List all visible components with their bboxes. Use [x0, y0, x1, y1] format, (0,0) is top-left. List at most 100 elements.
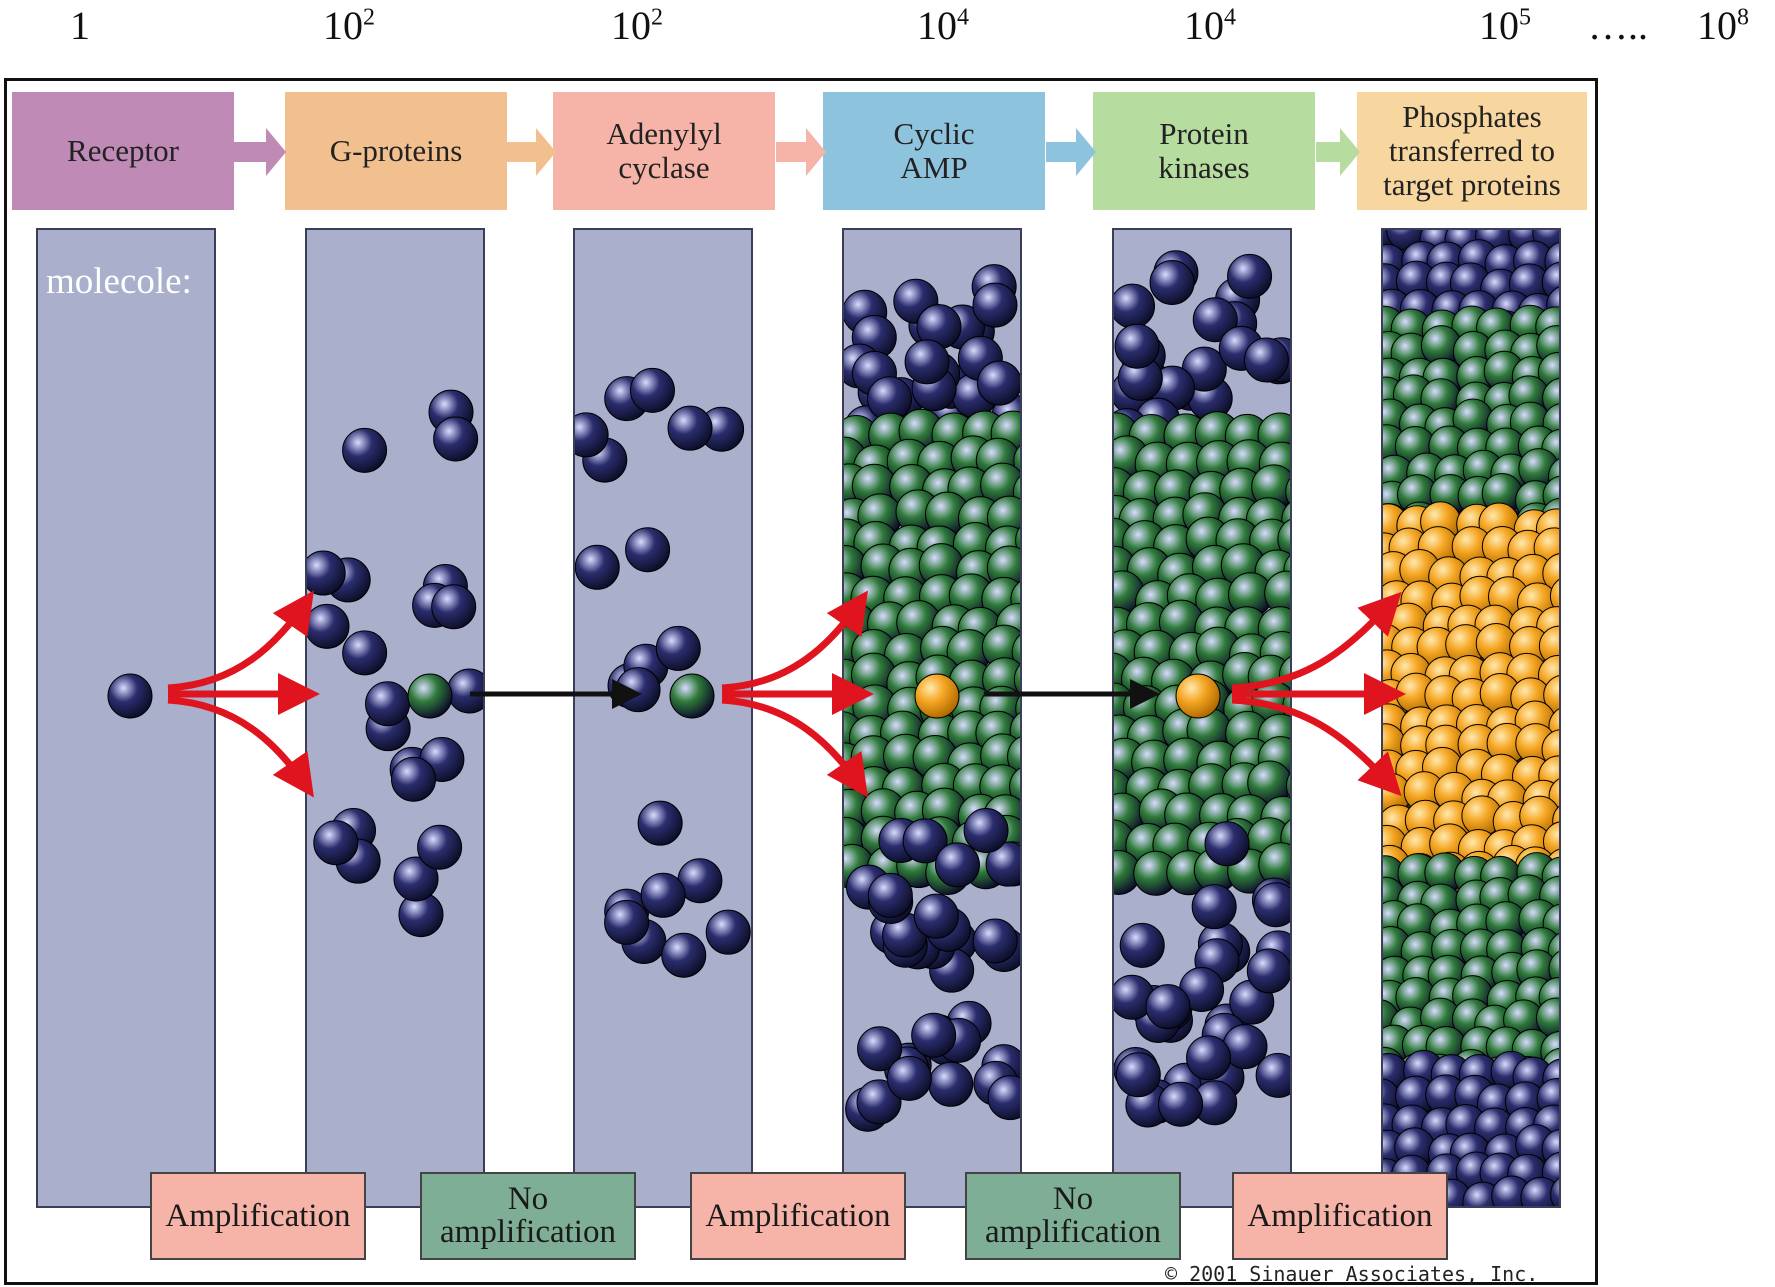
count-g-proteins: 102 [323, 3, 375, 48]
stage-header-protein-kinases: Protein kinases [1093, 92, 1315, 210]
stage-header-receptor: Receptor [12, 92, 234, 210]
active-cyclic-amp [914, 673, 960, 719]
protein-kinase-inactive [1145, 984, 1191, 1030]
protein-kinase-inactive [1227, 253, 1273, 299]
protein-kinase-molecule [1285, 772, 1290, 799]
protein-kinase-inactive [1192, 297, 1238, 343]
cyclic-amp-inactive [976, 360, 1020, 406]
target-protein-unphosphorylated [1520, 1176, 1559, 1206]
g-protein-molecule [433, 416, 479, 462]
column-receptor [36, 228, 216, 1208]
adenylyl-cyclase-molecule [625, 527, 671, 573]
active-protein-kinase [1175, 673, 1221, 719]
count-phosphates-high: 108 [1697, 3, 1749, 48]
count-cyclic-amp: 104 [917, 3, 969, 48]
g-protein-molecule [417, 824, 463, 870]
amplification-arrow-1-down [167, 696, 314, 798]
header-connector-arrow [506, 128, 556, 176]
cyclic-amp-inactive [867, 872, 913, 918]
adenylyl-cyclase-molecule [655, 625, 701, 671]
adenylyl-cyclase-molecule [640, 872, 686, 918]
protein-kinase-molecule [1285, 477, 1290, 506]
step-amplification-2: Amplification [690, 1172, 906, 1260]
g-protein-molecule [307, 603, 350, 649]
cyclic-amp-inactive [911, 1012, 957, 1058]
protein-kinase-inactive [1255, 1052, 1290, 1098]
cyclic-amp-inactive [913, 893, 959, 939]
amplification-arrow-3-down [1231, 696, 1402, 797]
g-protein-molecule [391, 756, 437, 802]
count-adenylyl-cyclase: 102 [611, 3, 663, 48]
cyclic-amp-inactive [972, 918, 1018, 964]
adenylyl-cyclase-molecule [575, 412, 609, 458]
adenylyl-cyclase-molecule [575, 544, 620, 590]
molecule-label: molecole: [46, 261, 192, 302]
active-adenylyl-cyclase [669, 673, 715, 719]
column-protein-kinases [1112, 228, 1292, 1208]
adenylyl-cyclase-molecule [661, 932, 707, 978]
amplification-arrow-2-down [721, 696, 868, 798]
cyclic-amp-inactive [857, 1026, 903, 1072]
cyclic-amp-inactive [987, 1075, 1020, 1121]
cyclic-amp-inactive [902, 818, 948, 864]
protein-kinase-inactive [1149, 259, 1195, 305]
cyclic-amp-inactive [904, 339, 950, 385]
protein-kinase-inactive [1243, 337, 1289, 383]
cyclic-amp-inactive [886, 1055, 932, 1101]
count-receptor: 1 [70, 3, 90, 48]
g-protein-molecule [342, 630, 388, 676]
column-cyclic-amp [842, 228, 1022, 1208]
protein-kinase-inactive [1114, 323, 1160, 369]
g-protein-molecule [313, 820, 359, 866]
g-protein-molecule [307, 550, 346, 596]
cyclic-amp-inactive [985, 841, 1020, 887]
adenylyl-cyclase-molecule [667, 405, 713, 451]
protein-kinase-inactive [1191, 884, 1237, 930]
protein-kinase-inactive [1186, 1035, 1232, 1081]
protein-kinase-inactive [1158, 1081, 1204, 1127]
protein-kinase-inactive [1253, 882, 1290, 928]
step-no-amplification-1: No amplification [420, 1172, 636, 1260]
protein-kinase-inactive [1204, 821, 1250, 867]
g-protein-molecule [431, 584, 477, 630]
column-target-proteins [1381, 228, 1561, 1208]
adenylyl-cyclase-molecule [629, 367, 675, 413]
g-protein-molecule [342, 427, 388, 473]
header-connector-arrow [232, 128, 286, 176]
amplification-arrow-2-up [721, 590, 868, 692]
copyright-note: © 2001 Sinauer Associates, Inc. [1165, 1262, 1539, 1286]
count-protein-kinases: 104 [1184, 3, 1236, 48]
cyclic-amp-inactive [934, 842, 980, 888]
protein-kinase-molecule [1277, 518, 1290, 560]
protein-kinase-inactive [1246, 948, 1290, 994]
cyclic-amp-inactive [856, 1079, 902, 1125]
receptor-molecule [107, 673, 153, 719]
adenylyl-cyclase-molecule [637, 800, 683, 846]
stage-header-adenylyl-cyclase: Adenylyl cyclase [553, 92, 775, 210]
stage-header-cyclic-amp: Cyclic AMP [823, 92, 1045, 210]
g-protein-molecule [393, 856, 439, 902]
protein-kinase-inactive [1119, 922, 1165, 968]
header-connector-arrow [776, 128, 826, 176]
header-connector-arrow [1316, 128, 1360, 176]
step-amplification-1: Amplification [150, 1172, 366, 1260]
adenylyl-cyclase-molecule [604, 899, 650, 945]
header-connector-arrow [1046, 128, 1096, 176]
adenylyl-cyclase-molecule [705, 909, 751, 955]
amplification-arrow-3-up [1231, 591, 1402, 692]
cyclic-amp-molecule [1013, 663, 1020, 695]
step-amplification-3: Amplification [1232, 1172, 1448, 1260]
phosphorylated-target-protein [1549, 578, 1559, 614]
stage-header-phosphates: Phosphates transferred to target protein… [1357, 92, 1587, 210]
target-protein-unphosphorylated [1550, 1177, 1559, 1206]
cyclic-amp-inactive [972, 282, 1018, 328]
cyclic-amp-inactive [963, 808, 1009, 854]
amplification-arrow-1-up [167, 590, 314, 692]
count-phosphates-low: 105 [1479, 3, 1531, 48]
protein-kinase-inactive [1115, 1052, 1161, 1098]
step-no-amplification-2: No amplification [965, 1172, 1181, 1260]
count-ellipsis: ….. [1588, 3, 1648, 48]
column-g-proteins [305, 228, 485, 1208]
activated-g-protein [407, 673, 453, 719]
